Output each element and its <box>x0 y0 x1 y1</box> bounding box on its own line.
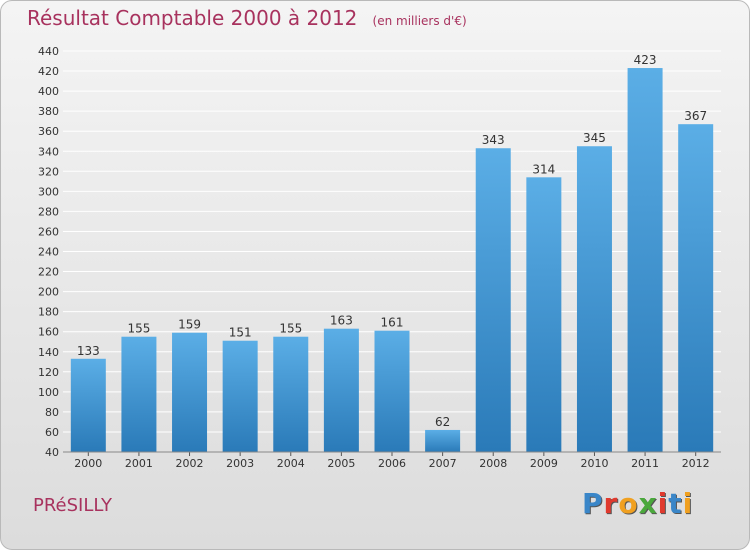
logo-letter: t <box>668 487 683 520</box>
y-tick-label: 360 <box>38 125 59 138</box>
value-label: 133 <box>77 344 100 358</box>
x-tick-label: 2004 <box>277 457 305 470</box>
y-tick-label: 340 <box>38 145 59 158</box>
y-tick-label: 140 <box>38 346 59 359</box>
x-tick-label: 2002 <box>176 457 204 470</box>
bar-2010 <box>576 146 612 453</box>
y-tick-label: 420 <box>38 65 59 78</box>
y-tick-label: 240 <box>38 246 59 259</box>
value-label: 159 <box>178 318 201 332</box>
value-label: 314 <box>532 162 555 176</box>
chart-unit: (en milliers d'€) <box>372 14 467 28</box>
y-tick-label: 300 <box>38 185 59 198</box>
commune-name: PRéSILLY <box>33 495 113 516</box>
value-labels: 133 155 159 151 155 163 161 62 343 314 345 423 367 <box>77 53 707 429</box>
bars <box>70 68 714 453</box>
bar-2004 <box>273 336 309 452</box>
y-tick-label: 320 <box>38 165 59 178</box>
x-tick-label: 2012 <box>682 457 710 470</box>
x-axis: 2000 2001 2002 2003 2004 2005 2006 2007 2008 2009… <box>63 451 721 470</box>
x-tick-label: 2003 <box>226 457 254 470</box>
y-tick-label: 180 <box>38 306 59 319</box>
x-tick-label: 2006 <box>378 457 406 470</box>
bar-2002 <box>172 332 208 452</box>
y-tick-label: 40 <box>45 446 59 459</box>
value-label: 423 <box>634 53 657 67</box>
y-tick-label: 380 <box>38 105 59 118</box>
chart-title-text: Résultat Comptable 2000 à 2012 <box>27 6 358 30</box>
logo-letter: r <box>603 487 619 520</box>
y-tick-label: 220 <box>38 266 59 279</box>
y-tick-label: 400 <box>38 85 59 98</box>
bar-2011 <box>627 68 663 452</box>
value-label: 343 <box>482 133 505 147</box>
value-label: 367 <box>684 109 707 123</box>
x-tick-label: 2008 <box>479 457 507 470</box>
value-label: 345 <box>583 131 606 145</box>
bar-2008 <box>475 148 511 452</box>
y-tick-label: 260 <box>38 225 59 238</box>
x-tick-label: 2005 <box>327 457 355 470</box>
bar-2012 <box>678 124 714 453</box>
x-tick-label: 2007 <box>429 457 457 470</box>
x-tick-label: 2011 <box>631 457 659 470</box>
y-tick-label: 440 <box>38 45 59 58</box>
x-tick-label: 2010 <box>580 457 608 470</box>
bar-2005 <box>323 328 359 452</box>
logo-letter: P <box>582 487 604 520</box>
y-tick-label: 120 <box>38 366 59 379</box>
y-tick-label: 280 <box>38 205 59 218</box>
x-tick-label: 2009 <box>530 457 558 470</box>
x-tick-label: 2001 <box>125 457 153 470</box>
y-axis: 40 60 80 100 120 140 160 180 200 220 240 260 280 300 3… <box>38 45 59 459</box>
logo-letter: x <box>638 487 658 520</box>
y-tick-label: 200 <box>38 286 59 299</box>
value-label: 163 <box>330 314 353 328</box>
value-label: 62 <box>435 415 450 429</box>
proxiti-logo: Proxiti <box>582 487 693 520</box>
value-label: 151 <box>229 326 252 340</box>
y-tick-label: 160 <box>38 326 59 339</box>
bar-2006 <box>374 330 410 452</box>
y-tick-label: 100 <box>38 386 59 399</box>
bar-2000 <box>70 358 106 452</box>
logo-letter: o <box>618 487 639 520</box>
y-tick-label: 80 <box>45 406 59 419</box>
y-tick-label: 60 <box>45 426 59 439</box>
bar-2003 <box>222 340 258 452</box>
bar-2001 <box>121 336 157 452</box>
x-tick-label: 2000 <box>74 457 102 470</box>
value-label: 155 <box>127 322 150 336</box>
bar-2009 <box>526 177 562 452</box>
logo-letter: i <box>657 487 669 520</box>
value-label: 155 <box>279 322 302 336</box>
logo-letter: i <box>682 487 694 520</box>
bar-2007 <box>425 429 461 452</box>
value-label: 161 <box>381 316 404 330</box>
chart-title: Résultat Comptable 2000 à 2012 (en milli… <box>27 6 467 30</box>
